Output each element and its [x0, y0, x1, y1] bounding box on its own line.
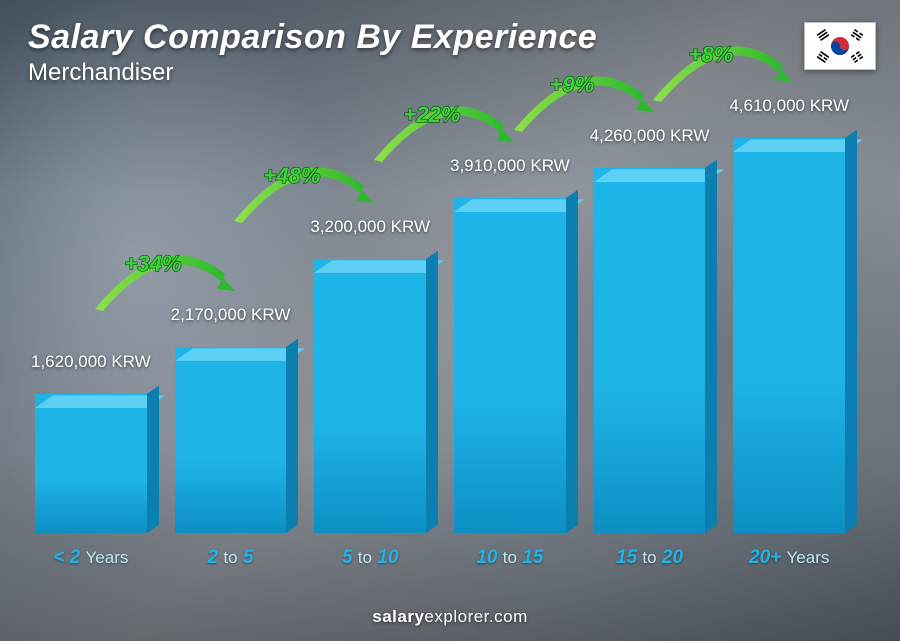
bar-value-label: 3,910,000 KRW: [400, 156, 619, 176]
footer-brand: salaryexplorer.com: [0, 607, 900, 627]
footer-brand-rest: explorer.com: [424, 607, 527, 626]
footer-brand-bold: salary: [372, 607, 424, 626]
arrowhead-icon: [213, 267, 235, 291]
arrowhead-icon: [492, 118, 514, 142]
chart-subtitle: Merchandiser: [28, 59, 597, 87]
bar-side: [147, 386, 159, 533]
chart-column: 2,170,000 KRW+34% 2 to 5: [170, 100, 292, 569]
bar-top: [175, 348, 305, 361]
category-label: 5 to 10: [342, 547, 398, 569]
bar-front: [733, 138, 845, 533]
category-label: 20+ Years: [749, 547, 829, 569]
bar: [314, 259, 426, 533]
bar-wrap: 2,170,000 KRW+34%: [170, 100, 292, 533]
bar-side: [286, 339, 298, 533]
bar-side: [566, 190, 578, 533]
arrowhead-icon: [771, 58, 793, 82]
bar-value-label: 2,170,000 KRW: [121, 305, 340, 325]
bar-top: [454, 199, 584, 212]
chart-column: 3,910,000 KRW+22% 10 to 15: [449, 100, 571, 569]
bar: [594, 168, 706, 533]
bar-front: [314, 259, 426, 533]
bar-front: [454, 198, 566, 533]
bar-top: [594, 169, 724, 182]
arrowhead-icon: [632, 88, 654, 112]
bar-side: [426, 251, 438, 533]
bar: [35, 394, 147, 533]
bar-side: [705, 160, 717, 533]
title-block: Salary Comparison By Experience Merchand…: [28, 18, 597, 87]
bar-wrap: 4,610,000 KRW+8%: [728, 100, 850, 533]
chart-column: 4,610,000 KRW+8% 20+ Years: [728, 100, 850, 569]
bar: [175, 347, 287, 533]
chart-column: 4,260,000 KRW+9% 15 to 20: [589, 100, 711, 569]
bar: [454, 198, 566, 533]
country-flag-icon: [804, 22, 876, 70]
bar-top: [35, 395, 165, 408]
bar-top: [314, 260, 444, 273]
bar-chart: 1,620,000 KRW< 2 Years2,170,000 KRW+34%2…: [30, 100, 850, 569]
bar-top: [733, 139, 863, 152]
bar: [733, 138, 845, 533]
infographic-stage: Salary Comparison By Experience Merchand…: [0, 0, 900, 641]
chart-title: Salary Comparison By Experience: [28, 18, 597, 57]
bar-wrap: 3,910,000 KRW+22%: [449, 100, 571, 533]
category-label: 2 to 5: [208, 547, 254, 569]
bar-value-label: 4,260,000 KRW: [540, 126, 759, 146]
category-label: < 2 Years: [53, 547, 128, 569]
bar-front: [175, 347, 287, 533]
bar-front: [594, 168, 706, 533]
growth-pct-label: +8%: [689, 42, 734, 67]
bar-wrap: 4,260,000 KRW+9%: [589, 100, 711, 533]
chart-column: 1,620,000 KRW< 2 Years: [30, 100, 152, 569]
bar-front: [35, 394, 147, 533]
category-label: 10 to 15: [476, 547, 543, 569]
arc-body: [653, 46, 783, 102]
bar-value-label: 4,610,000 KRW: [680, 96, 899, 116]
category-label: 15 to 20: [616, 547, 683, 569]
arrowhead-icon: [352, 179, 374, 203]
bar-value-label: 3,200,000 KRW: [261, 217, 480, 237]
bar-side: [845, 130, 857, 533]
